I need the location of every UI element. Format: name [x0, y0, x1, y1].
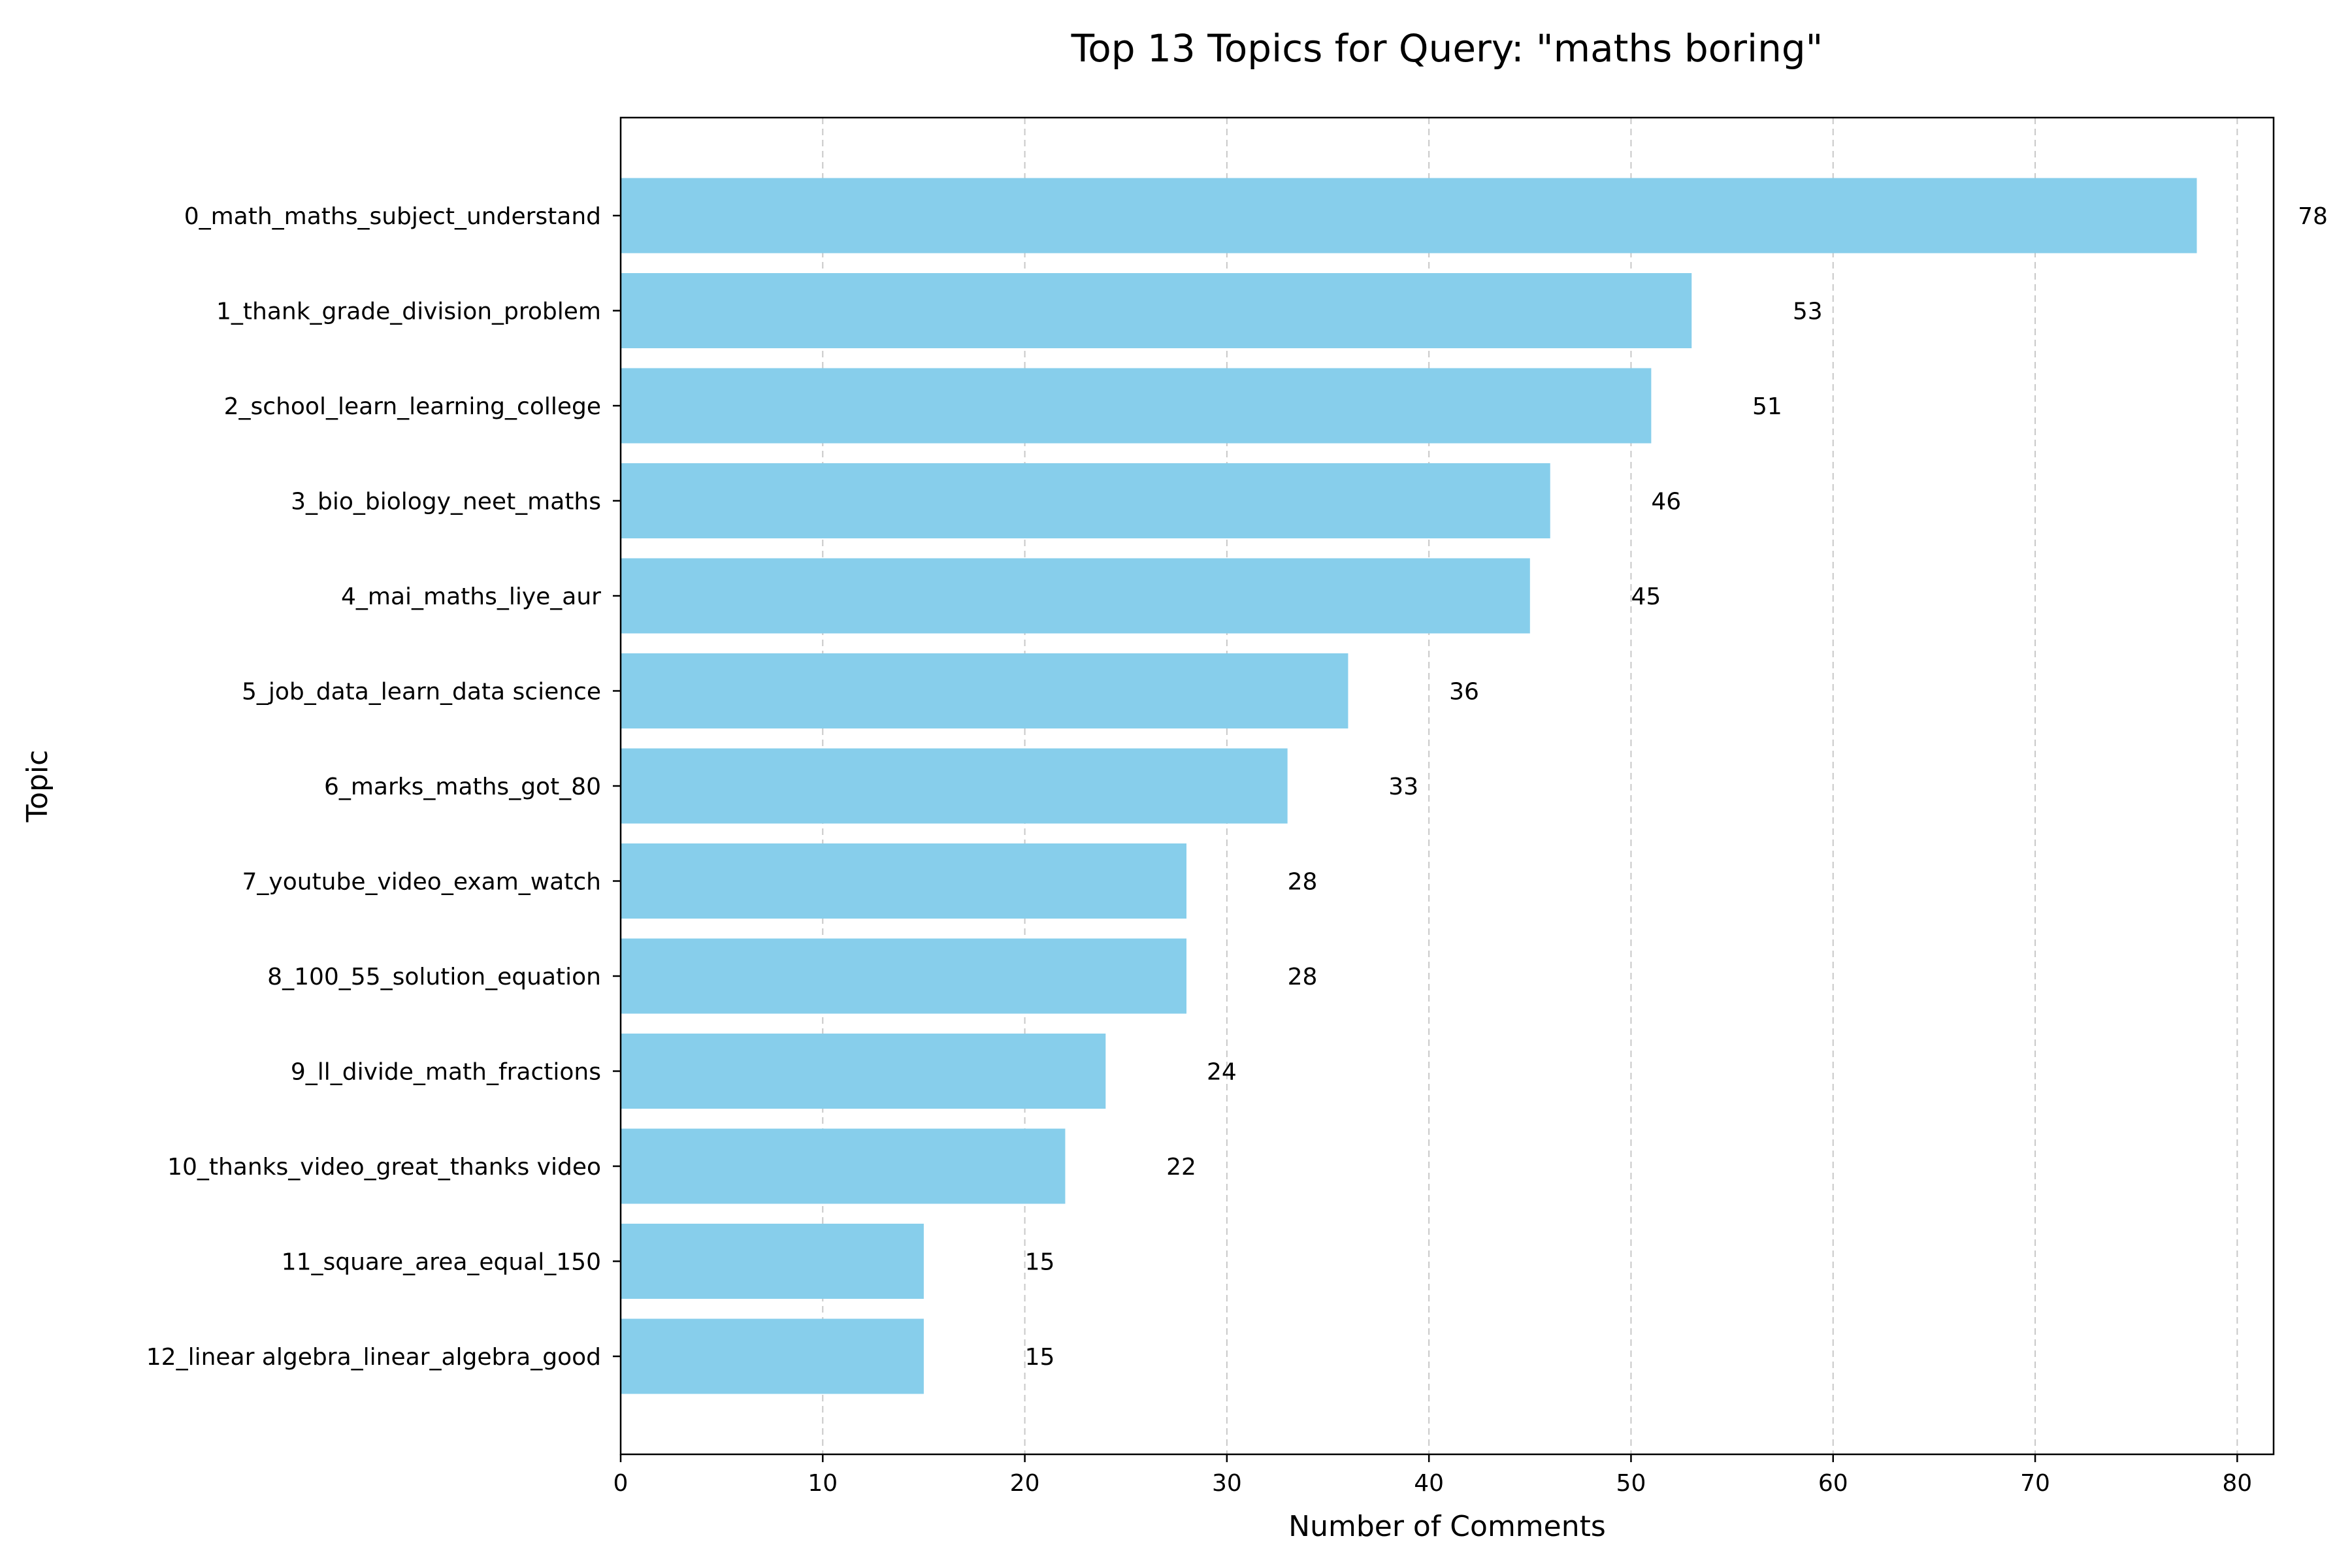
bar — [621, 938, 1187, 1014]
value-label: 22 — [1166, 1154, 1196, 1181]
value-label: 45 — [1631, 583, 1661, 610]
y-tick-label: 6_marks_maths_got_80 — [324, 774, 601, 800]
bar — [621, 748, 1288, 824]
bar — [621, 1318, 924, 1394]
y-tick-label: 9_ll_divide_math_fractions — [291, 1059, 601, 1086]
chart-title: Top 13 Topics for Query: "maths boring" — [1071, 26, 1823, 71]
x-tick-label: 0 — [613, 1470, 629, 1497]
bar — [621, 368, 1652, 444]
y-tick-label: 1_thank_grade_division_problem — [216, 299, 601, 325]
value-label: 24 — [1207, 1059, 1237, 1086]
y-tick-label: 2_school_learn_learning_college — [224, 393, 601, 420]
y-tick-label: 8_100_55_solution_equation — [267, 964, 601, 990]
y-tick-label: 5_job_data_learn_data science — [242, 679, 601, 706]
bars — [621, 178, 2197, 1394]
value-label: 15 — [1025, 1249, 1055, 1276]
y-tick-label: 7_youtube_video_exam_watch — [242, 869, 602, 896]
bar — [621, 558, 1530, 634]
y-tick-label: 12_linear algebra_linear_algebra_good — [146, 1344, 601, 1371]
y-axis-label: Topic — [21, 750, 54, 823]
x-tick-label: 10 — [808, 1470, 838, 1497]
value-label: 33 — [1388, 774, 1418, 800]
x-tick-label: 60 — [1818, 1470, 1848, 1497]
x-tick-label: 70 — [2020, 1470, 2050, 1497]
value-label: 36 — [1449, 679, 1479, 706]
value-label: 51 — [1752, 393, 1782, 420]
value-label: 46 — [1651, 489, 1681, 515]
bar — [621, 1128, 1066, 1204]
bar — [621, 653, 1348, 728]
x-tick-label: 20 — [1010, 1470, 1040, 1497]
x-tick-label: 80 — [2222, 1470, 2252, 1497]
value-label: 78 — [2298, 203, 2328, 230]
y-axis-ticks: 0_math_maths_subject_understand 1_thank_g… — [146, 203, 621, 1371]
value-label: 28 — [1288, 964, 1318, 990]
y-tick-label: 10_thanks_video_great_thanks video — [167, 1154, 601, 1181]
bar — [621, 178, 2197, 253]
value-label: 53 — [1793, 299, 1823, 325]
x-tick-label: 40 — [1414, 1470, 1444, 1497]
bar — [621, 273, 1692, 348]
bar — [621, 1224, 924, 1299]
bar — [621, 463, 1550, 538]
value-labels: 78 53 51 46 45 36 33 28 28 24 22 15 15 — [1025, 203, 2328, 1371]
x-tick-label: 50 — [1616, 1470, 1646, 1497]
y-tick-label: 0_math_maths_subject_understand — [184, 203, 601, 230]
x-axis-label: Number of Comments — [1288, 1510, 1606, 1543]
y-tick-label: 3_bio_biology_neet_maths — [291, 489, 601, 515]
y-tick-label: 11_square_area_equal_150 — [282, 1249, 601, 1276]
x-tick-label: 30 — [1212, 1470, 1242, 1497]
bar — [621, 1034, 1106, 1109]
bar — [621, 843, 1187, 919]
x-axis-ticks: 0 10 20 30 40 50 60 70 80 — [613, 1454, 2252, 1497]
value-label: 28 — [1288, 869, 1318, 896]
y-tick-label: 4_mai_maths_liye_aur — [341, 583, 601, 610]
value-label: 15 — [1025, 1344, 1055, 1371]
